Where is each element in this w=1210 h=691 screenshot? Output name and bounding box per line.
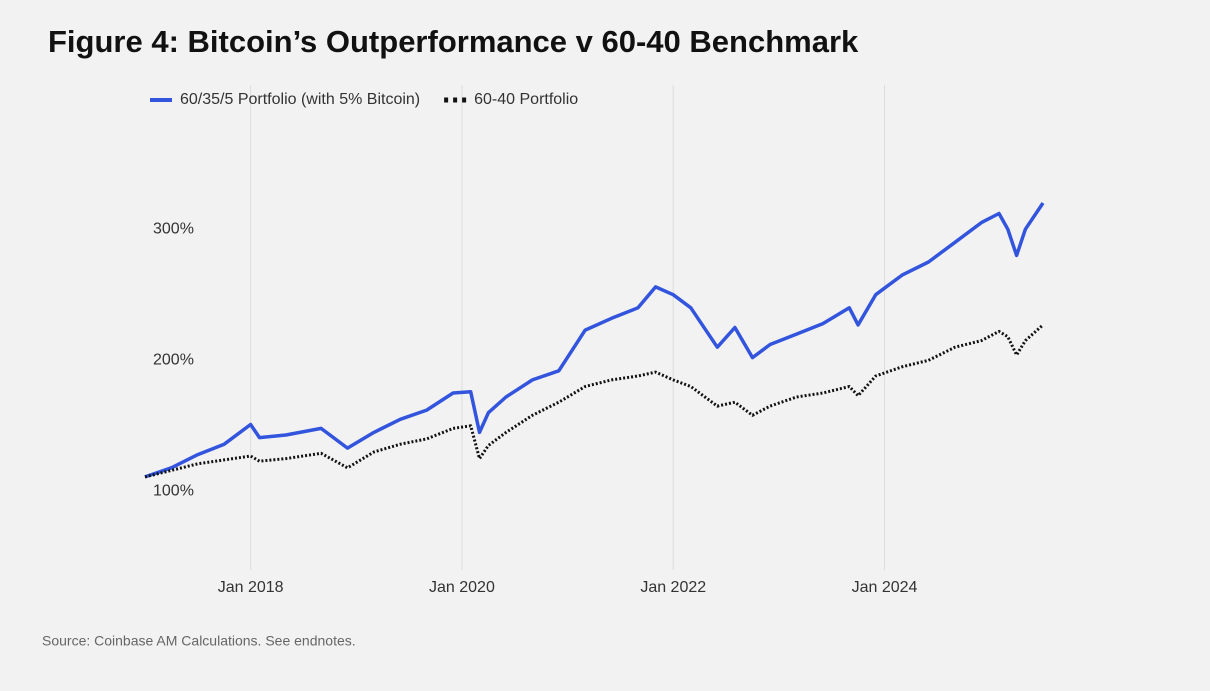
x-tick-label: Jan 2020 — [429, 579, 495, 596]
x-tick-label: Jan 2018 — [218, 579, 284, 596]
x-tick-label: Jan 2022 — [640, 579, 706, 596]
data-line — [144, 323, 1044, 479]
legend-label: 60/35/5 Portfolio (with 5% Bitcoin) — [180, 91, 420, 108]
y-tick-label: 100% — [153, 483, 194, 500]
source-note: Source: Coinbase AM Calculations. See en… — [42, 633, 356, 649]
y-tick-label: 200% — [153, 351, 194, 368]
y-tick-label: 300% — [153, 220, 194, 237]
chart-title: Figure 4: Bitcoin’s Outperformance v 60-… — [48, 24, 859, 59]
legend-label: 60-40 Portfolio — [474, 91, 578, 108]
data-line — [144, 202, 1045, 479]
x-tick-label: Jan 2024 — [852, 579, 918, 596]
